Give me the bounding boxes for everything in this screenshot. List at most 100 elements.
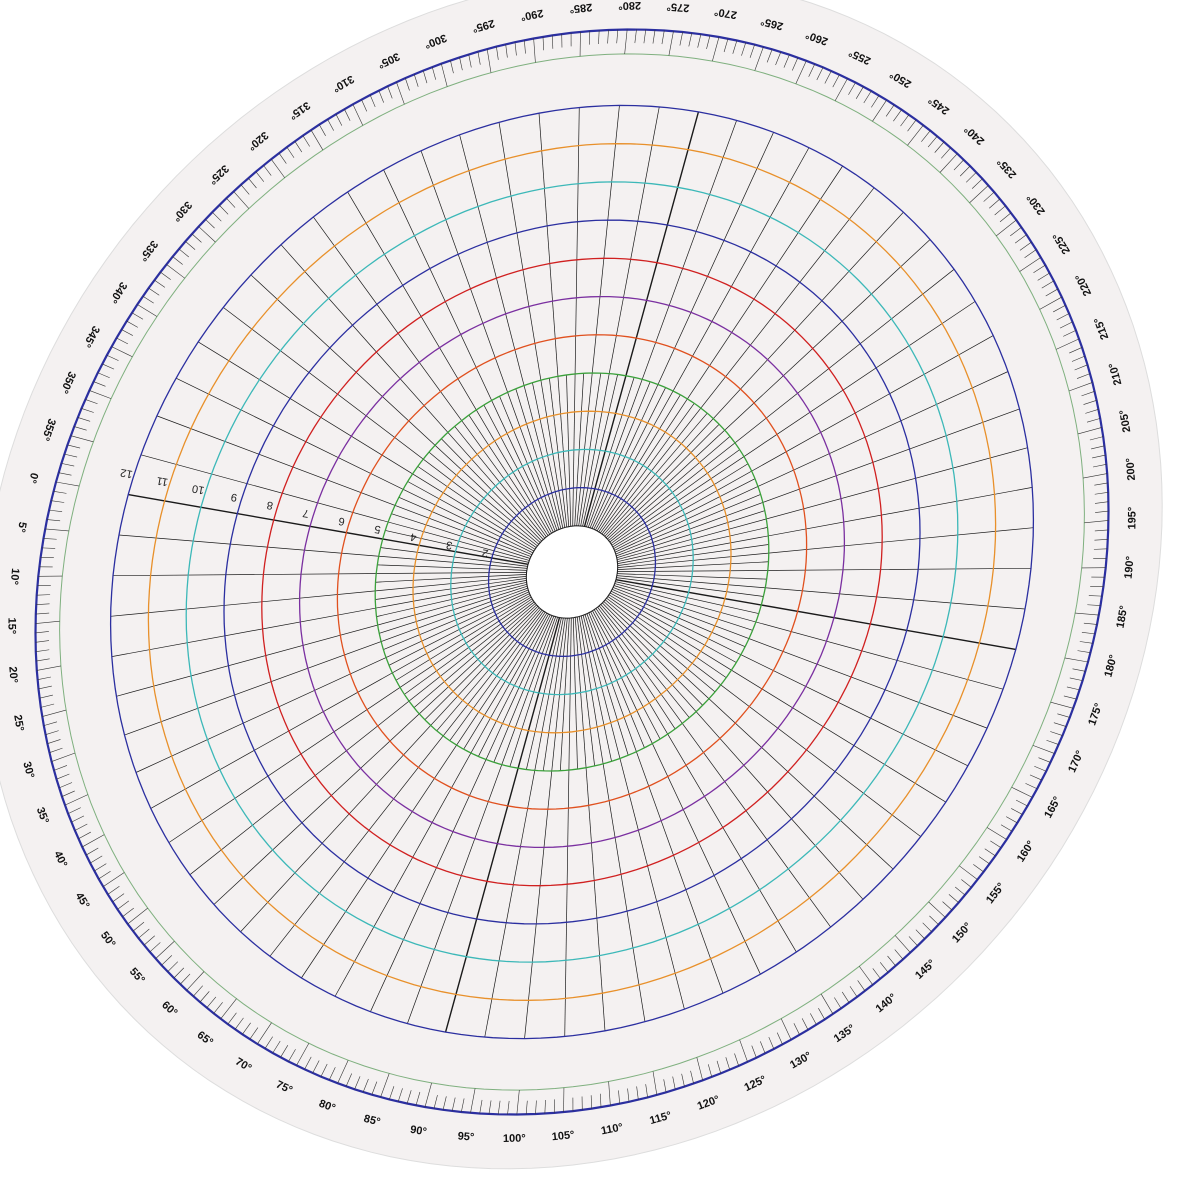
degree-tick bbox=[352, 104, 364, 126]
spoke-line bbox=[608, 594, 946, 803]
degree-tick bbox=[335, 114, 343, 126]
degree-tick bbox=[1092, 454, 1106, 459]
degree-tick bbox=[1094, 482, 1108, 486]
degree-label: 5° bbox=[15, 521, 29, 533]
degree-tick bbox=[1029, 774, 1042, 781]
degree-tick bbox=[525, 1100, 528, 1115]
degree-tick bbox=[1094, 529, 1109, 532]
spoke-line bbox=[598, 165, 843, 533]
degree-tick bbox=[948, 894, 959, 903]
ring-label-11: 11 bbox=[156, 474, 169, 488]
degree-label: 180° bbox=[1102, 653, 1119, 678]
degree-tick bbox=[49, 747, 63, 753]
degree-tick bbox=[1015, 799, 1028, 807]
degree-tick bbox=[362, 1078, 369, 1093]
degree-tick bbox=[479, 1099, 483, 1114]
degree-tick bbox=[1057, 713, 1070, 718]
degree-tick bbox=[451, 1097, 456, 1112]
degree-label: 20° bbox=[6, 666, 19, 684]
degree-tick bbox=[598, 30, 600, 45]
degree-tick bbox=[167, 961, 179, 972]
degree-tick bbox=[1081, 632, 1096, 635]
degree-tick bbox=[35, 612, 50, 615]
degree-tick bbox=[35, 631, 49, 634]
degree-label: 115° bbox=[648, 1110, 673, 1128]
degree-tick bbox=[97, 372, 110, 378]
degree-tick bbox=[505, 44, 508, 58]
degree-tick bbox=[122, 907, 134, 917]
degree-tick bbox=[53, 765, 68, 771]
spoke-line bbox=[334, 613, 549, 997]
degree-tick bbox=[849, 986, 858, 998]
spoke-line bbox=[128, 493, 529, 566]
spoke-line bbox=[616, 575, 1026, 610]
spoke-line bbox=[593, 609, 797, 953]
degree-tick bbox=[327, 119, 334, 131]
degree-tick bbox=[953, 159, 964, 171]
degree-tick bbox=[389, 1086, 395, 1100]
degree-tick bbox=[249, 1027, 259, 1040]
degree-tick bbox=[117, 900, 130, 910]
spoke-line bbox=[610, 590, 969, 767]
degree-tick bbox=[148, 287, 160, 296]
degree-tick bbox=[126, 320, 138, 328]
degree-tick bbox=[1069, 347, 1083, 354]
degree-tick bbox=[413, 74, 419, 87]
degree-tick bbox=[1063, 695, 1077, 700]
degree-tick bbox=[1045, 288, 1059, 297]
spoke-line bbox=[116, 583, 528, 697]
degree-tick bbox=[51, 500, 65, 503]
degree-tick bbox=[1089, 436, 1104, 441]
ring-label-8: 8 bbox=[266, 498, 274, 511]
degree-tick bbox=[36, 594, 51, 596]
degree-tick bbox=[415, 1091, 421, 1106]
degree-tick bbox=[242, 1022, 251, 1035]
degree-tick bbox=[507, 1100, 510, 1115]
degree-tick bbox=[137, 304, 158, 317]
degree-tick bbox=[81, 408, 94, 413]
degree-tick bbox=[661, 30, 665, 45]
ring-label-2: 2 bbox=[481, 546, 489, 559]
degree-label: 90° bbox=[409, 1124, 427, 1139]
degree-tick bbox=[116, 337, 129, 345]
degree-tick bbox=[739, 1039, 748, 1062]
degree-tick bbox=[422, 70, 428, 84]
spoke-line bbox=[111, 580, 527, 657]
degree-tick bbox=[41, 547, 56, 549]
degree-tick bbox=[424, 1082, 432, 1108]
degree-tick bbox=[716, 1060, 722, 1074]
degree-tick bbox=[627, 1088, 630, 1102]
degree-label: 85° bbox=[362, 1113, 381, 1129]
degree-tick bbox=[908, 936, 918, 946]
degree-tick bbox=[535, 1100, 537, 1115]
degree-tick bbox=[186, 971, 205, 991]
degree-tick bbox=[544, 1099, 546, 1114]
degree-tick bbox=[47, 739, 61, 744]
spoke-line bbox=[582, 615, 685, 1010]
degree-tick bbox=[161, 955, 173, 966]
degree-tick bbox=[1092, 464, 1107, 468]
degree-label: 295° bbox=[471, 17, 496, 35]
degree-tick bbox=[94, 863, 107, 872]
degree-tick bbox=[824, 70, 832, 84]
degree-tick bbox=[312, 1060, 320, 1074]
degree-tick bbox=[668, 31, 674, 56]
degree-tick bbox=[1072, 668, 1086, 672]
spoke-line bbox=[407, 616, 557, 1024]
degree-tick bbox=[893, 109, 902, 122]
degree-tick bbox=[1053, 304, 1066, 313]
degree-tick bbox=[36, 603, 50, 605]
degree-tick bbox=[791, 57, 799, 71]
degree-tick bbox=[36, 658, 50, 662]
spoke-line bbox=[118, 534, 528, 569]
spoke-line bbox=[459, 134, 562, 529]
degree-tick bbox=[1088, 595, 1103, 597]
spoke-line bbox=[213, 604, 537, 905]
degree-tick bbox=[212, 211, 222, 222]
degree-tick bbox=[1095, 510, 1109, 513]
degree-tick bbox=[74, 823, 88, 831]
degree-tick bbox=[48, 509, 63, 512]
degree-tick bbox=[1053, 722, 1067, 727]
degree-tick bbox=[636, 1086, 639, 1100]
